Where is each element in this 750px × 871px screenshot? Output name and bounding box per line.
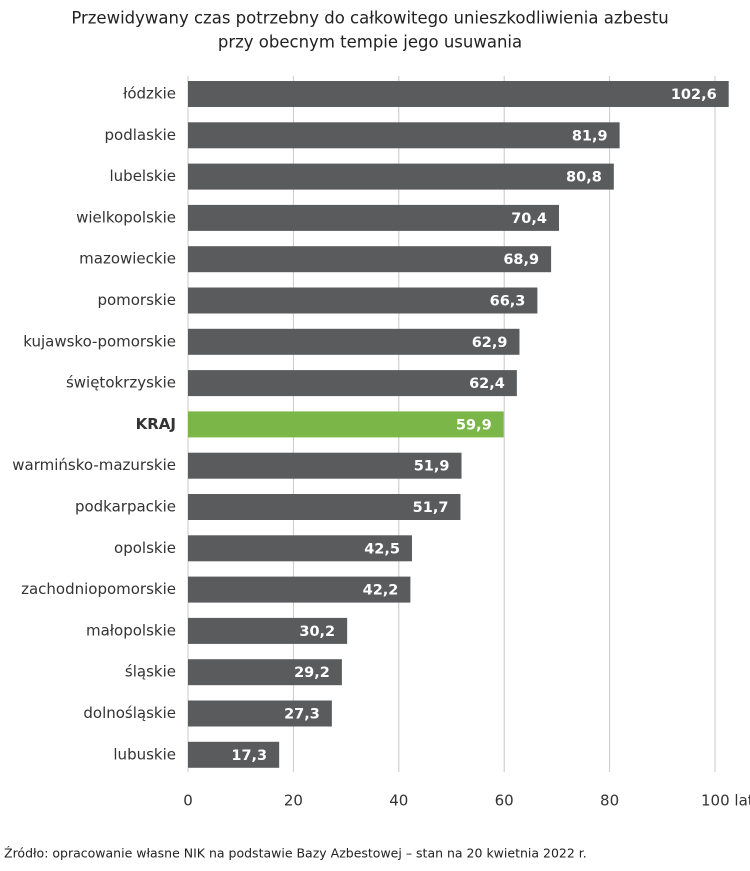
bar (188, 700, 332, 727)
y-tick-label: świętokrzyskie (66, 374, 176, 392)
bar (188, 535, 412, 562)
value-label: 70,4 (511, 211, 547, 227)
y-tick-label: podkarpackie (75, 498, 176, 516)
bar (188, 204, 560, 231)
value-label: 81,9 (572, 128, 608, 144)
bar (188, 617, 348, 644)
value-label: 29,2 (294, 665, 330, 681)
x-tick-label: 0 (183, 792, 193, 810)
value-label: 59,9 (456, 417, 492, 433)
bar (188, 494, 461, 520)
value-label: 68,9 (503, 252, 539, 268)
bar (188, 163, 614, 190)
value-label: 66,3 (490, 294, 526, 310)
chart-title: przy obecnym tempie jego usuwania (218, 33, 522, 52)
chart-title: Przewidywany czas potrzebny do całkowite… (71, 9, 668, 28)
source-note: Źródło: opracowanie własne NIK na podsta… (4, 846, 587, 861)
y-tick-label: łódzkie (123, 85, 176, 103)
bar (188, 452, 462, 479)
y-tick-label: warmińsko-mazurskie (12, 456, 176, 474)
x-tick-label: 80 (600, 792, 619, 810)
value-label: 80,8 (566, 170, 602, 186)
value-label: 42,5 (364, 541, 400, 557)
x-tick-label: 40 (389, 792, 408, 810)
value-label: 51,9 (414, 459, 450, 475)
bar (188, 411, 504, 438)
x-tick-label: 100 lat (701, 792, 750, 810)
bar (188, 370, 517, 397)
bar (188, 741, 280, 768)
y-tick-label: małopolskie (86, 621, 176, 639)
y-tick-label: mazowieckie (79, 250, 176, 268)
y-tick-label: kujawsko-pomorskie (23, 332, 176, 350)
bar (188, 246, 552, 273)
value-label: 62,4 (469, 376, 505, 392)
x-tick-label: 20 (284, 792, 303, 810)
value-label: 27,3 (284, 707, 320, 723)
y-tick-label: lubelskie (110, 167, 177, 185)
value-label: 51,7 (413, 500, 449, 516)
bar (188, 576, 411, 603)
bar (188, 122, 620, 149)
y-tick-label: wielkopolskie (76, 208, 176, 226)
value-label: 102,6 (671, 87, 717, 103)
y-tick-label: KRAJ (136, 415, 176, 433)
value-label: 30,2 (299, 624, 335, 640)
value-label: 42,2 (363, 583, 399, 599)
x-tick-label: 60 (495, 792, 514, 810)
value-label: 17,3 (231, 748, 267, 764)
bar (188, 328, 520, 355)
y-tick-label: zachodniopomorskie (21, 580, 176, 598)
y-tick-label: pomorskie (97, 291, 176, 309)
y-tick-label: dolnośląskie (83, 704, 176, 722)
y-tick-label: opolskie (114, 539, 176, 557)
bar (188, 659, 342, 686)
bar (188, 81, 729, 107)
bar (188, 287, 538, 314)
y-tick-label: lubuskie (113, 745, 176, 763)
y-tick-label: śląskie (125, 663, 176, 681)
y-tick-label: podlaskie (105, 126, 176, 144)
value-label: 62,9 (472, 335, 508, 351)
